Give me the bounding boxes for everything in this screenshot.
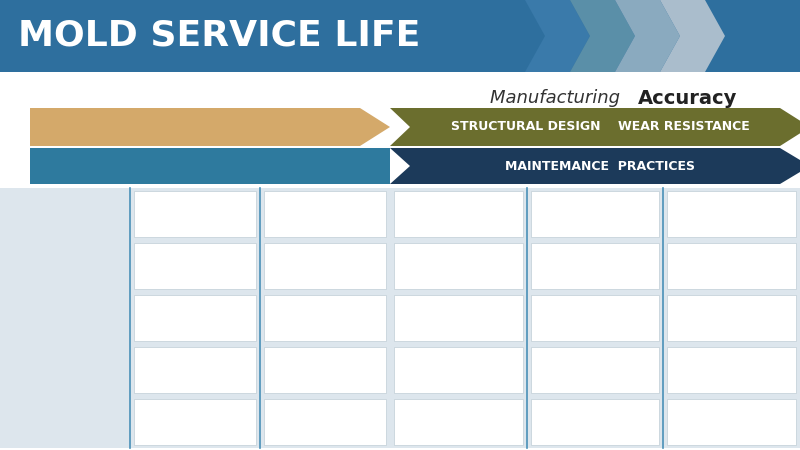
Bar (264, 347, 386, 393)
Polygon shape (570, 0, 635, 72)
Bar (264, 243, 386, 289)
Text: Manufacturing: Manufacturing (490, 89, 626, 107)
Bar (394, 399, 522, 445)
Polygon shape (30, 108, 390, 146)
Bar (530, 347, 659, 393)
Bar (530, 399, 659, 445)
Text: MOLD SERVICE LIFE: MOLD SERVICE LIFE (18, 19, 420, 53)
Text: Accuracy: Accuracy (638, 89, 738, 108)
Bar (0, 188, 390, 448)
Bar (530, 191, 659, 237)
Bar (667, 191, 796, 237)
Bar (667, 295, 796, 341)
Polygon shape (615, 0, 680, 72)
Bar (394, 295, 522, 341)
Bar (394, 347, 522, 393)
Polygon shape (480, 0, 545, 72)
Bar (134, 347, 256, 393)
Bar (134, 191, 256, 237)
Bar (390, 188, 800, 448)
Polygon shape (390, 108, 800, 146)
Bar (0, 0, 800, 72)
Bar (134, 243, 256, 289)
Polygon shape (390, 148, 800, 184)
Bar (530, 243, 659, 289)
Bar (30, 148, 390, 184)
Text: STRUCTURAL DESIGN    WEAR RESISTANCE: STRUCTURAL DESIGN WEAR RESISTANCE (450, 121, 750, 134)
Polygon shape (525, 0, 590, 72)
Bar (134, 295, 256, 341)
Bar (530, 295, 659, 341)
Bar (667, 347, 796, 393)
Bar (264, 295, 386, 341)
Bar (667, 399, 796, 445)
Polygon shape (660, 0, 725, 72)
Bar (394, 191, 522, 237)
Bar (264, 399, 386, 445)
Bar (667, 243, 796, 289)
Bar (134, 399, 256, 445)
Bar (394, 243, 522, 289)
Bar (264, 191, 386, 237)
Text: MAINTEMANCE  PRACTICES: MAINTEMANCE PRACTICES (505, 159, 695, 172)
